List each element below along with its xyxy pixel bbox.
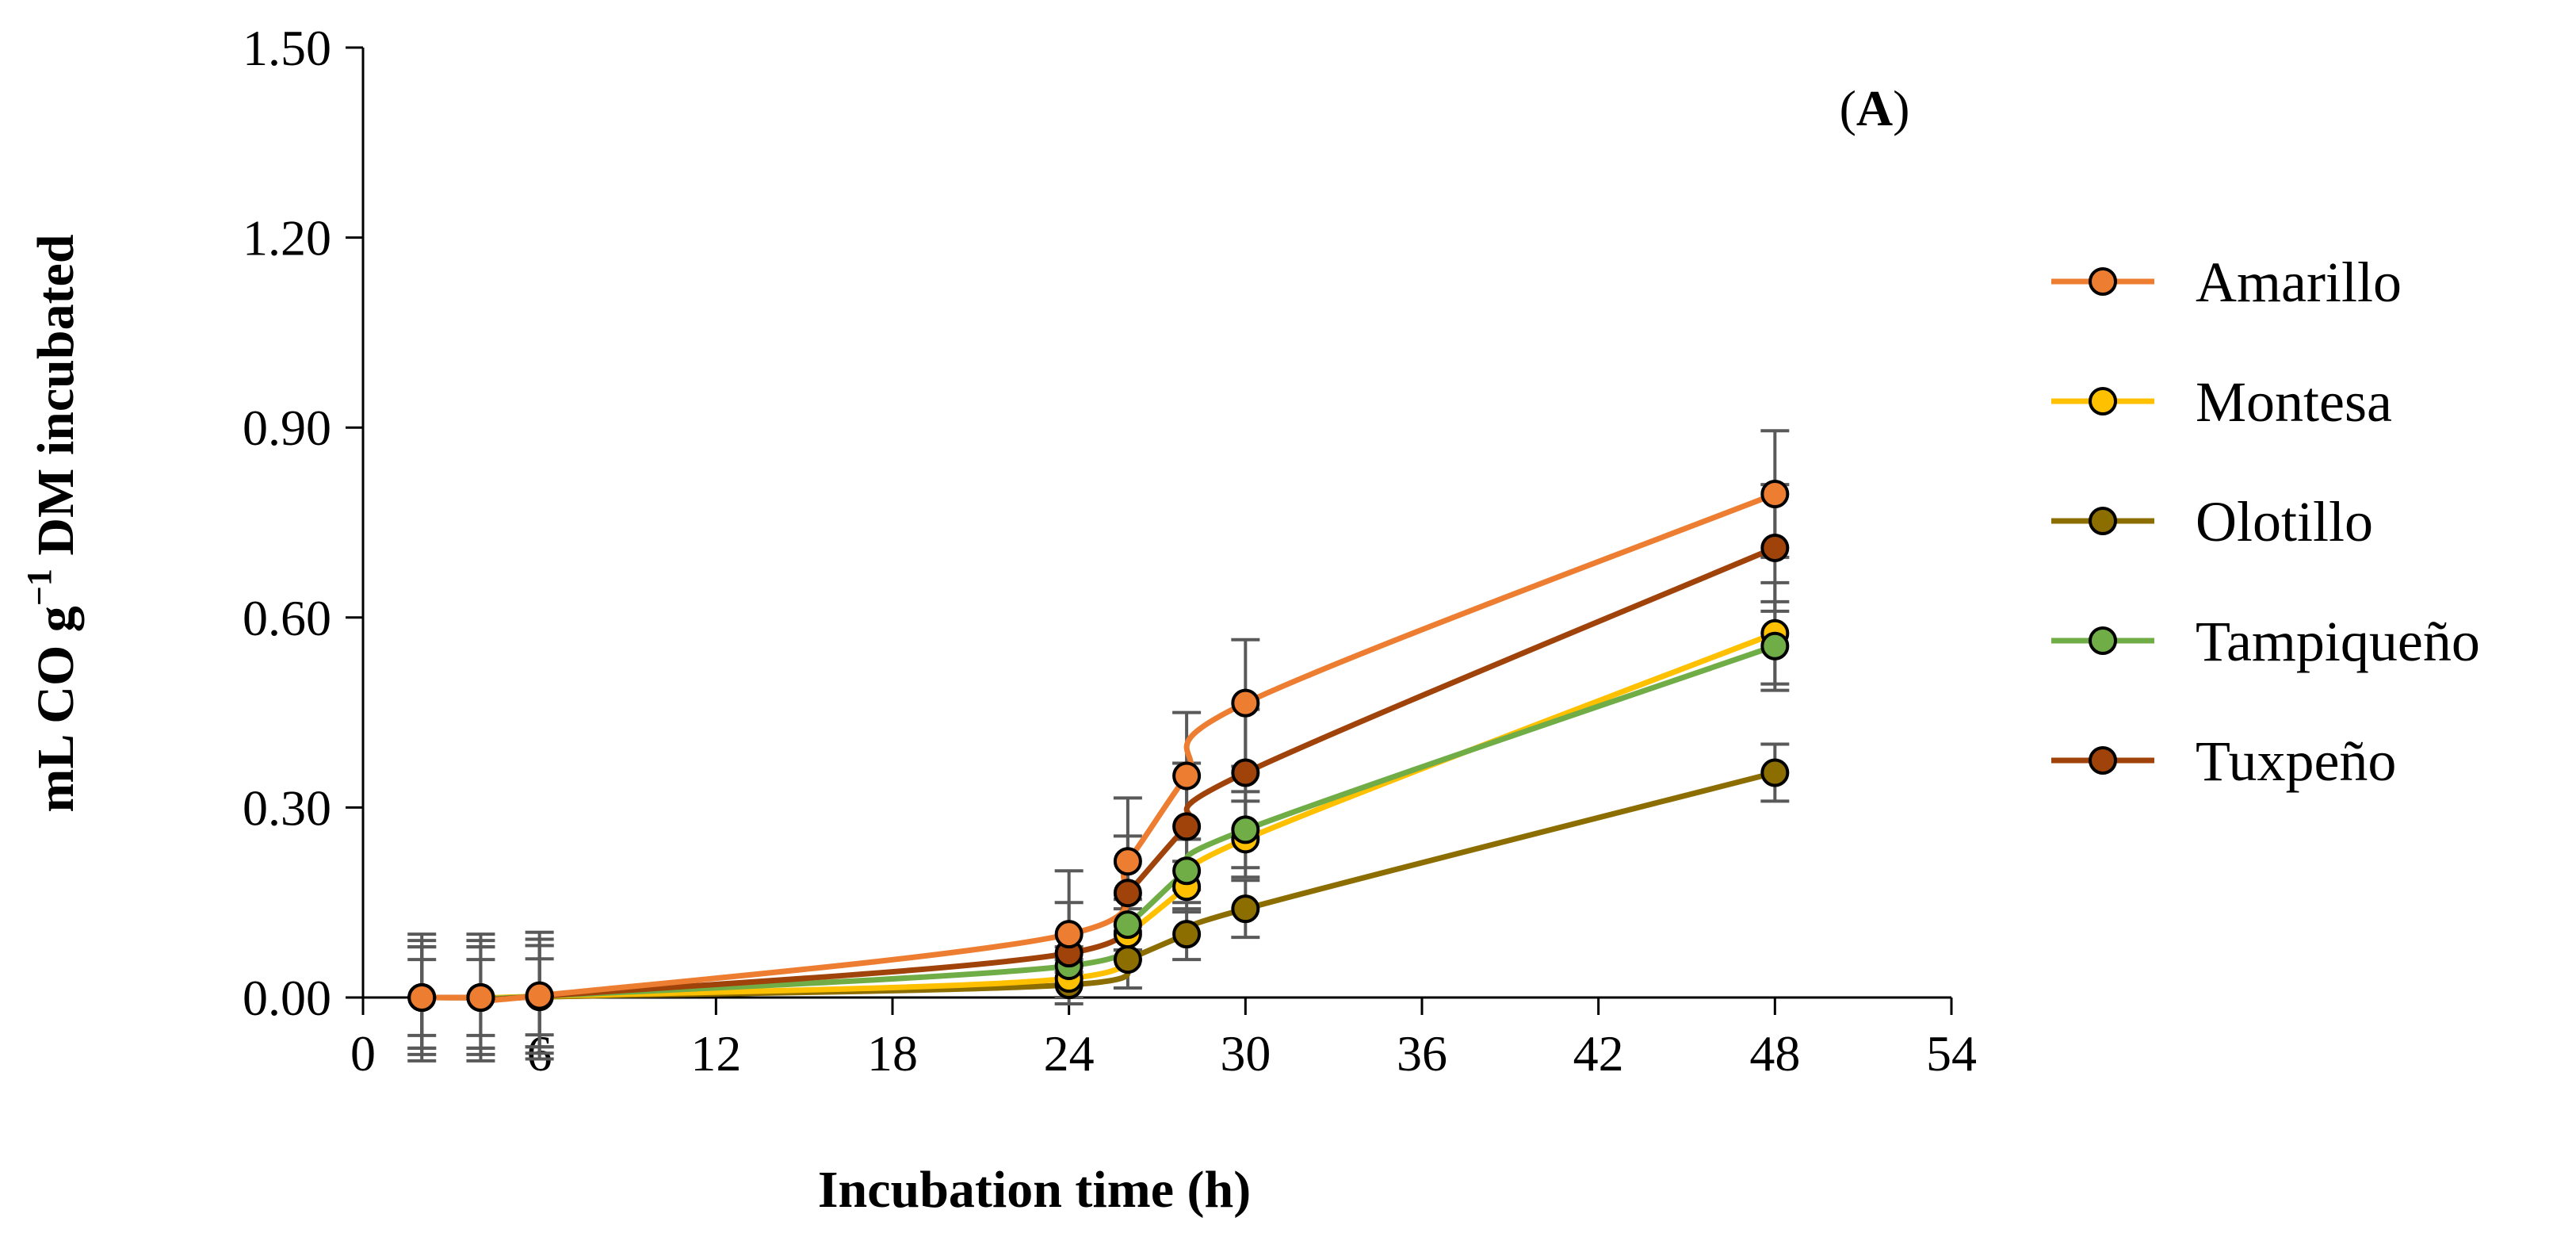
data-point-tampiqueo — [1172, 856, 1202, 886]
x-tick-label: 54 — [1926, 1025, 1977, 1082]
legend-marker-olotillo — [2089, 507, 2117, 535]
data-point-amarillo — [525, 981, 554, 1010]
y-tick-label: 0.00 — [243, 970, 331, 1026]
data-point-tuxpeo — [1231, 758, 1260, 787]
x-tick-label: 42 — [1573, 1025, 1624, 1082]
y-tick-label: 0.90 — [243, 400, 331, 456]
y-tick-label: 1.20 — [243, 210, 331, 266]
series-line-olotillo — [422, 770, 1776, 1001]
x-tick-label: 0 — [350, 1025, 376, 1082]
series-line-tuxpeo — [422, 545, 1776, 1003]
data-point-tampiqueo — [1760, 631, 1790, 661]
data-point-olotillo — [1760, 758, 1790, 787]
y-axis-title-superscript: −1 — [20, 569, 59, 606]
y-tick-label: 0.60 — [243, 590, 331, 646]
x-tick-label: 12 — [690, 1025, 741, 1082]
data-point-amarillo — [1231, 688, 1260, 718]
data-point-tampiqueo — [1231, 815, 1260, 844]
data-point-tuxpeo — [1113, 879, 1142, 908]
data-point-tuxpeo — [1760, 533, 1790, 562]
legend-marker-amarillo — [2089, 267, 2117, 296]
x-tick-label: 24 — [1044, 1025, 1095, 1082]
axes: 0.000.300.600.901.201.500612182430364248… — [243, 20, 1977, 1082]
data-point-olotillo — [1231, 894, 1260, 924]
legend-label-tuxpeo: Tuxpeño — [2196, 729, 2396, 793]
data-point-amarillo — [1760, 480, 1790, 509]
data-point-olotillo — [1172, 920, 1202, 949]
y-axis-title: mL CO g−1 DM incubated — [20, 234, 85, 812]
data-point-amarillo — [1113, 847, 1142, 876]
series-line-amarillo — [422, 491, 1776, 1004]
error-bars — [407, 429, 1790, 1063]
axis-labels: Incubation time (h) mL CO g−1 DM incubat… — [20, 80, 1909, 1219]
legend-label-tampiqueo: Tampiqueño — [2196, 610, 2480, 673]
data-point-amarillo — [407, 983, 437, 1012]
data-point-tuxpeo — [1172, 812, 1202, 841]
y-tick-label: 1.50 — [243, 20, 331, 76]
x-axis-title: Incubation time (h) — [818, 1161, 1251, 1219]
data-points — [407, 480, 1790, 1012]
x-tick-label: 48 — [1749, 1025, 1800, 1082]
y-axis-title-prefix: mL CO g — [27, 606, 85, 812]
panel-label: (A) — [1840, 80, 1910, 136]
x-tick-label: 18 — [867, 1025, 918, 1082]
x-tick-label: 36 — [1397, 1025, 1447, 1082]
data-point-amarillo — [1054, 920, 1084, 949]
x-tick-label: 30 — [1220, 1025, 1271, 1082]
legend-label-montesa: Montesa — [2196, 370, 2392, 434]
legend-marker-tampiqueo — [2089, 626, 2117, 655]
legend-label-amarillo: Amarillo — [2196, 251, 2402, 314]
legend-marker-montesa — [2089, 387, 2117, 415]
data-point-olotillo — [1113, 945, 1142, 975]
data-point-amarillo — [466, 983, 495, 1012]
data-point-amarillo — [1172, 761, 1202, 791]
y-axis-title-suffix: DM incubated — [27, 234, 85, 569]
legend-label-olotillo: Olotillo — [2196, 490, 2373, 553]
legend-marker-tuxpeo — [2089, 746, 2117, 775]
legend: Amarillo Montesa Olotillo Tampiqueño Tuxpeño — [2051, 251, 2480, 793]
series-line-montesa — [422, 630, 1776, 1001]
data-point-tampiqueo — [1113, 910, 1142, 940]
series-lines — [422, 491, 1776, 1004]
y-tick-label: 0.30 — [243, 779, 331, 836]
